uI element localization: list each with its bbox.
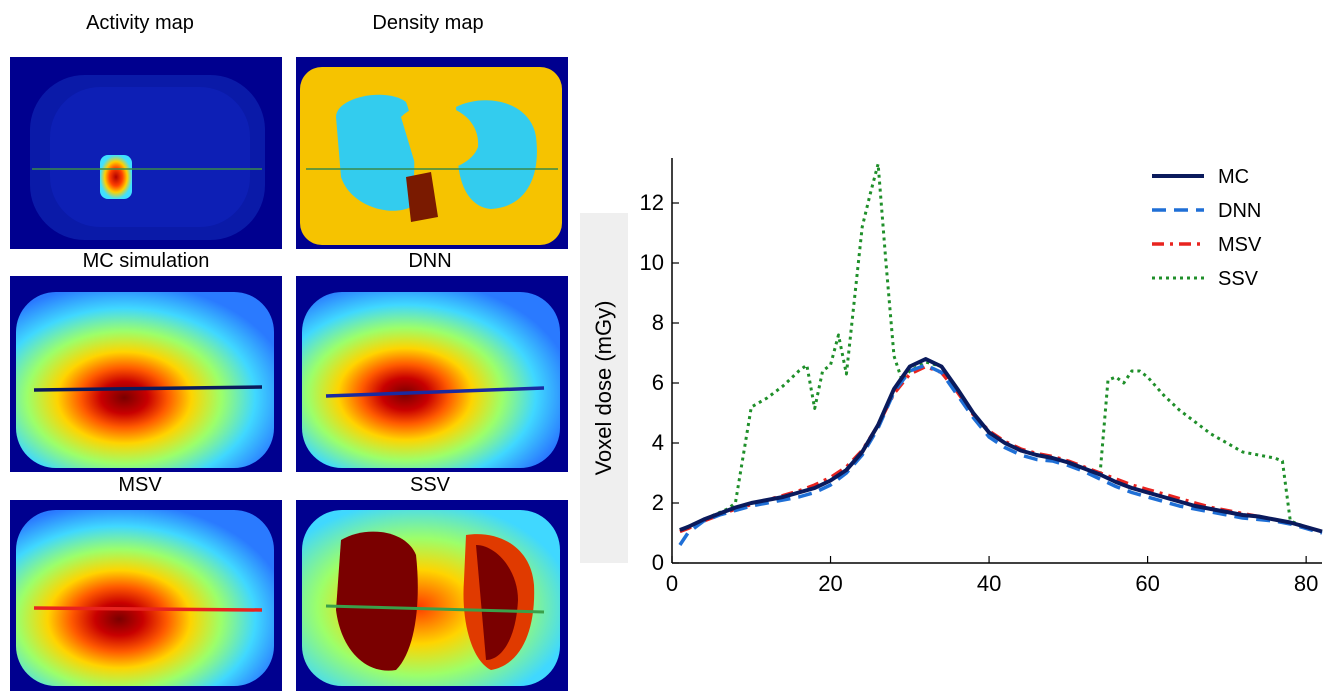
legend-label-ssv: SSV: [1218, 268, 1259, 290]
mc-simulation-image: [10, 276, 282, 472]
legend-label-mc: MC: [1218, 166, 1249, 188]
ssv-title: SSV: [409, 474, 451, 496]
y-tick-label: 10: [640, 250, 664, 275]
mc-simulation-title: MC simulation: [82, 250, 210, 272]
legend-label-msv: MSV: [1218, 234, 1262, 256]
y-tick-label: 12: [640, 190, 664, 215]
x-tick-label: 60: [1135, 571, 1159, 596]
dnn-title: DNN: [408, 250, 452, 272]
msv-title: MSV: [118, 474, 162, 496]
y-tick-label: 6: [652, 370, 664, 395]
ssv-image: [296, 500, 568, 691]
x-tick-label: 0: [666, 571, 678, 596]
y-tick-label: 8: [652, 310, 664, 335]
density-map-title: Density map: [372, 12, 484, 34]
x-tick-label: 20: [818, 571, 842, 596]
activity-map-title: Activity map: [86, 12, 194, 34]
msv-image: [10, 500, 282, 691]
dose-profile-chart: 0 2 4 6 8 10 12 0 20 40 60 80 MC DNN MSV SSV: [580, 130, 1338, 691]
series-line-msv: [679, 364, 1323, 534]
y-tick-label: 2: [652, 490, 664, 515]
series-line-dnn: [678, 363, 1323, 546]
activity-map-image: [10, 57, 282, 249]
chart-svg: 0 2 4 6 8 10 12 0 20 40 60 80 MC DNN MSV SSV: [640, 158, 1323, 596]
y-tick-label: 4: [652, 430, 664, 455]
x-tick-label: 40: [977, 571, 1001, 596]
y-tick-label: 0: [652, 550, 664, 575]
dnn-image: [296, 276, 568, 472]
series-line-mc: [679, 357, 1323, 534]
density-map-image: [296, 57, 568, 249]
series-line-ssv: [679, 162, 1323, 533]
y-axis-label-background: [580, 213, 628, 563]
legend-label-dnn: DNN: [1218, 200, 1261, 222]
x-tick-label: 80: [1294, 571, 1318, 596]
